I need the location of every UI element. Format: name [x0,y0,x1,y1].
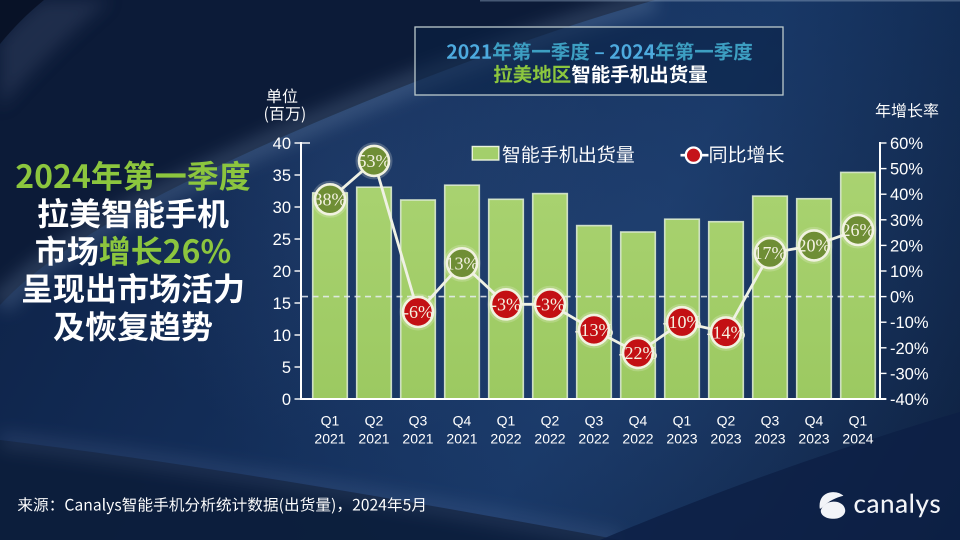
svg-text:Q1: Q1 [321,413,340,429]
svg-text:-10%: -10% [663,312,702,332]
svg-text:-40%: -40% [890,391,929,409]
svg-text:20: 20 [273,263,291,281]
svg-text:-6%: -6% [403,302,433,322]
svg-text:2021: 2021 [402,431,433,447]
svg-text:Q3: Q3 [761,413,780,429]
svg-text:50%: 50% [890,161,923,179]
svg-text:40: 40 [273,135,291,153]
svg-text:Q2: Q2 [717,413,736,429]
svg-text:-3%: -3% [535,294,565,314]
svg-text:20%: 20% [798,235,831,255]
svg-text:30%: 30% [890,212,923,230]
svg-text:20%: 20% [890,237,923,255]
svg-text:Q2: Q2 [365,413,384,429]
svg-text:2022: 2022 [622,431,653,447]
svg-text:2022: 2022 [578,431,609,447]
svg-text:Q1: Q1 [497,413,516,429]
svg-text:Q1: Q1 [849,413,868,429]
svg-text:13%: 13% [446,253,479,273]
svg-text:Q4: Q4 [805,413,824,429]
svg-text:2022: 2022 [490,431,521,447]
svg-text:5: 5 [282,359,291,377]
svg-text:15: 15 [273,295,291,313]
svg-text:Q4: Q4 [629,413,648,429]
svg-text:Q3: Q3 [585,413,604,429]
svg-text:40%: 40% [890,186,923,204]
svg-text:Q1: Q1 [673,413,692,429]
svg-text:2023: 2023 [798,431,829,447]
svg-text:2022: 2022 [534,431,565,447]
svg-text:Q4: Q4 [453,413,472,429]
svg-text:2021: 2021 [314,431,345,447]
svg-text:25: 25 [273,231,291,249]
svg-text:-3%: -3% [491,294,521,314]
svg-text:-30%: -30% [890,365,929,383]
svg-text:-13%: -13% [575,320,614,340]
svg-text:2023: 2023 [710,431,741,447]
svg-text:-10%: -10% [890,314,929,332]
svg-text:30: 30 [273,199,291,217]
svg-text:-22%: -22% [619,343,658,363]
svg-text:0: 0 [282,391,291,409]
svg-text:-20%: -20% [890,340,929,358]
svg-text:-14%: -14% [707,322,746,342]
svg-text:35: 35 [273,167,291,185]
svg-text:2023: 2023 [666,431,697,447]
svg-text:10%: 10% [890,263,923,281]
svg-text:10: 10 [273,327,291,345]
svg-text:2023: 2023 [754,431,785,447]
svg-text:60%: 60% [890,135,923,153]
svg-text:17%: 17% [754,243,787,263]
svg-text:2021: 2021 [446,431,477,447]
svg-text:38%: 38% [314,189,347,209]
svg-text:Q3: Q3 [409,413,428,429]
svg-text:53%: 53% [358,151,391,171]
svg-text:2021: 2021 [358,431,389,447]
svg-text:26%: 26% [842,220,875,240]
svg-text:2024: 2024 [842,431,873,447]
svg-text:Q2: Q2 [541,413,560,429]
svg-text:0%: 0% [890,289,914,307]
